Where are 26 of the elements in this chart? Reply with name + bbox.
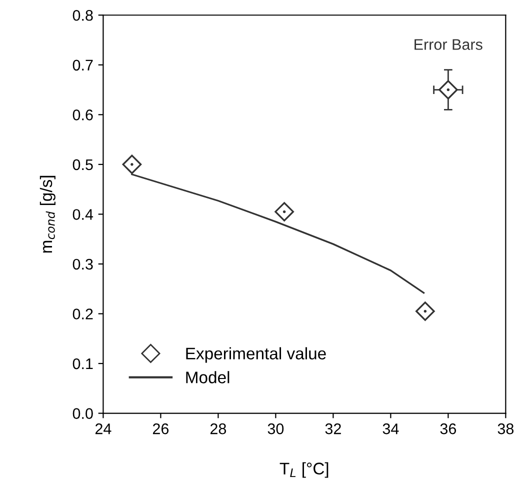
x-tick-label: 30 [268, 423, 284, 434]
y-tick-label: 0.3 [72, 258, 93, 270]
x-tick-label: 32 [325, 423, 341, 434]
x-axis-title: T$_{L}$ [°C] [280, 462, 328, 478]
point [438, 80, 458, 100]
y-tick-label: 0.7 [72, 60, 93, 71]
x-tick-label: 34 [382, 423, 399, 434]
y-tick-label: 0.8 [72, 10, 93, 21]
legend-label: Experimental value [186, 347, 326, 363]
y-tick-label: 0.4 [72, 209, 94, 220]
legend-label: Model [186, 371, 230, 384]
y-tick-label: 0.6 [72, 110, 93, 120]
x-tick-label: 28 [210, 423, 226, 434]
y-tick-label: 0.0 [72, 408, 93, 419]
y-axis-title: m$_{cond}$ [g/s] [40, 176, 56, 253]
x-tick-label: 24 [95, 423, 112, 434]
x-tick-label: 38 [498, 423, 514, 434]
point [122, 154, 142, 174]
annotation: Error Bars [414, 39, 482, 50]
y-tick-label: 0.2 [72, 308, 93, 320]
x-tick-label: 36 [440, 423, 456, 434]
y-tick-label: 0.5 [72, 159, 93, 170]
point [416, 302, 435, 321]
point [274, 202, 294, 222]
x-tick-label: 26 [152, 423, 169, 434]
y-tick-label: 0.1 [72, 358, 93, 370]
